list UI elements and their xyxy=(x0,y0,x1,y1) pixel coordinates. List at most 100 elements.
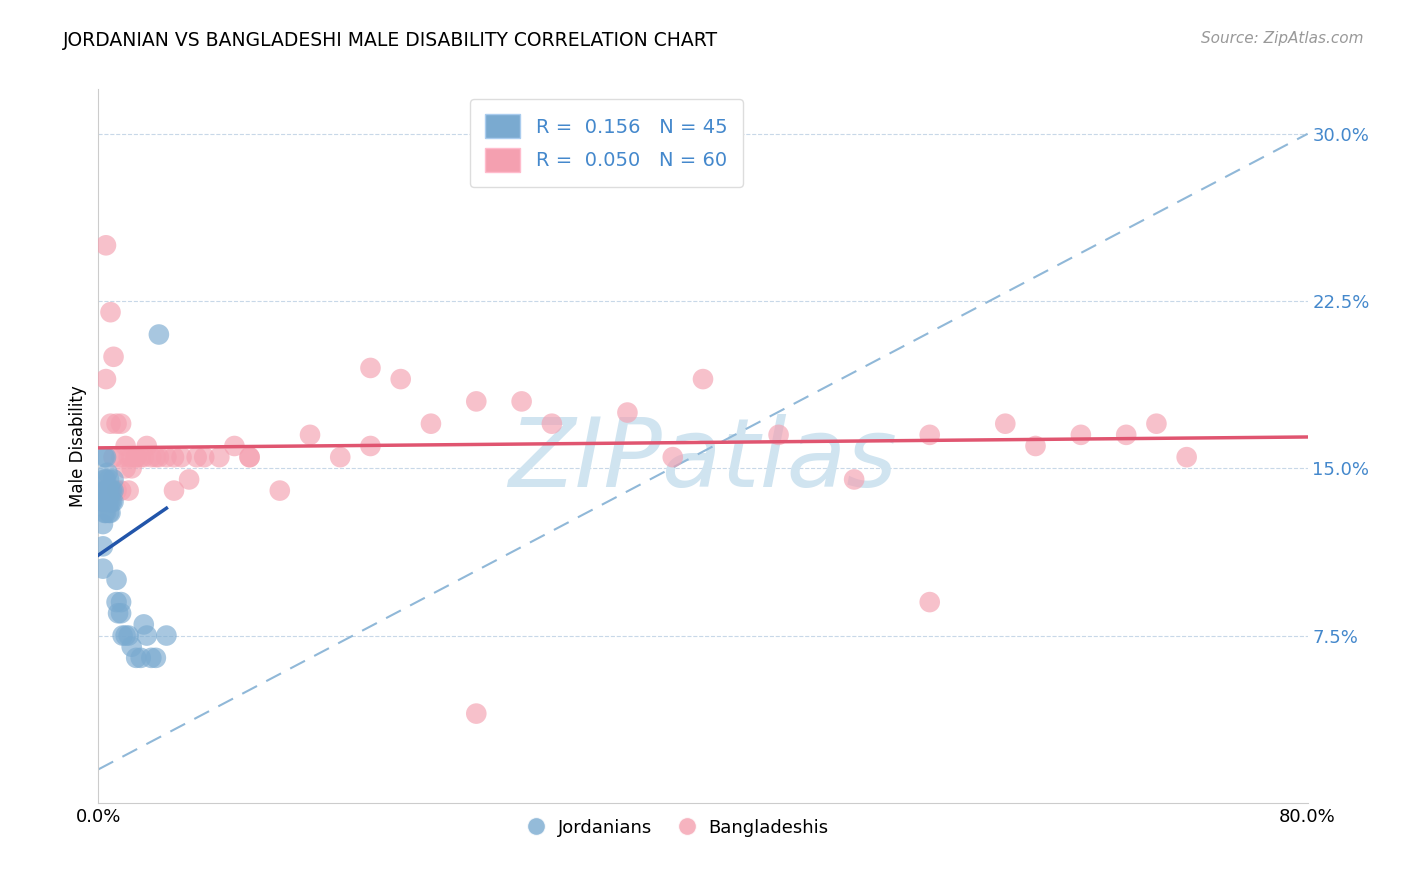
Point xyxy=(155,450,177,464)
Point xyxy=(101,494,124,508)
Point xyxy=(224,439,246,453)
Point xyxy=(121,450,143,464)
Point xyxy=(114,628,136,642)
Text: Source: ZipAtlas.com: Source: ZipAtlas.com xyxy=(1201,31,1364,46)
Point xyxy=(994,417,1017,431)
Point xyxy=(389,372,412,386)
Point xyxy=(1175,450,1198,464)
Point xyxy=(145,450,167,464)
Point xyxy=(329,450,352,464)
Point xyxy=(299,427,322,442)
Point xyxy=(465,706,488,721)
Point xyxy=(141,651,163,665)
Point xyxy=(98,473,121,487)
Text: JORDANIAN VS BANGLADESHI MALE DISABILITY CORRELATION CHART: JORDANIAN VS BANGLADESHI MALE DISABILITY… xyxy=(63,31,718,50)
Point xyxy=(103,350,125,364)
Point xyxy=(110,450,132,464)
Point xyxy=(661,450,683,464)
Point xyxy=(100,483,122,498)
Point xyxy=(94,506,117,520)
Point xyxy=(91,494,114,508)
Point xyxy=(616,405,638,419)
Point xyxy=(148,327,170,342)
Point xyxy=(107,607,129,621)
Point xyxy=(101,483,124,498)
Point xyxy=(132,450,155,464)
Point xyxy=(141,450,163,464)
Point xyxy=(125,450,148,464)
Point xyxy=(105,595,128,609)
Point xyxy=(98,494,121,508)
Point xyxy=(110,607,132,621)
Point xyxy=(148,450,170,464)
Point xyxy=(692,372,714,386)
Point xyxy=(844,473,866,487)
Point xyxy=(1070,427,1092,442)
Point xyxy=(125,651,148,665)
Point xyxy=(918,427,941,442)
Point xyxy=(465,394,488,409)
Point xyxy=(193,450,215,464)
Point xyxy=(129,450,152,464)
Point xyxy=(103,494,125,508)
Point xyxy=(94,473,117,487)
Point xyxy=(98,506,121,520)
Point xyxy=(93,506,115,520)
Point xyxy=(91,539,114,553)
Point xyxy=(103,483,125,498)
Point xyxy=(105,417,128,431)
Point xyxy=(170,450,193,464)
Point xyxy=(100,494,122,508)
Point xyxy=(1115,427,1137,442)
Point xyxy=(110,595,132,609)
Point xyxy=(94,238,117,252)
Point xyxy=(125,450,148,464)
Point xyxy=(118,483,141,498)
Point xyxy=(100,305,122,319)
Point xyxy=(100,417,122,431)
Point xyxy=(155,628,177,642)
Point xyxy=(103,473,125,487)
Point xyxy=(105,573,128,587)
Point xyxy=(103,450,125,464)
Point xyxy=(105,483,128,498)
Point xyxy=(93,473,115,487)
Point xyxy=(96,494,118,508)
Point xyxy=(110,483,132,498)
Point xyxy=(93,450,115,464)
Point xyxy=(94,494,117,508)
Point xyxy=(269,483,291,498)
Point xyxy=(96,466,118,480)
Point xyxy=(114,461,136,475)
Point xyxy=(135,628,157,642)
Point xyxy=(239,450,262,464)
Point xyxy=(91,562,114,576)
Point xyxy=(540,417,562,431)
Point xyxy=(118,450,141,464)
Point xyxy=(110,417,132,431)
Point xyxy=(100,506,122,520)
Point xyxy=(121,461,143,475)
Text: ZIPatlas: ZIPatlas xyxy=(509,414,897,507)
Point xyxy=(1024,439,1046,453)
Point xyxy=(93,483,115,498)
Point xyxy=(163,483,186,498)
Y-axis label: Male Disability: Male Disability xyxy=(69,385,87,507)
Point xyxy=(186,450,208,464)
Point xyxy=(118,628,141,642)
Point xyxy=(94,450,117,464)
Point xyxy=(1144,417,1167,431)
Point xyxy=(96,483,118,498)
Point xyxy=(111,628,134,642)
Point xyxy=(94,483,117,498)
Legend: Jordanians, Bangladeshis: Jordanians, Bangladeshis xyxy=(522,812,835,844)
Point xyxy=(114,439,136,453)
Point xyxy=(360,360,382,375)
Point xyxy=(918,595,941,609)
Point xyxy=(91,516,114,531)
Point xyxy=(132,617,155,632)
Point xyxy=(208,450,231,464)
Point xyxy=(129,651,152,665)
Point xyxy=(121,640,143,654)
Point xyxy=(768,427,790,442)
